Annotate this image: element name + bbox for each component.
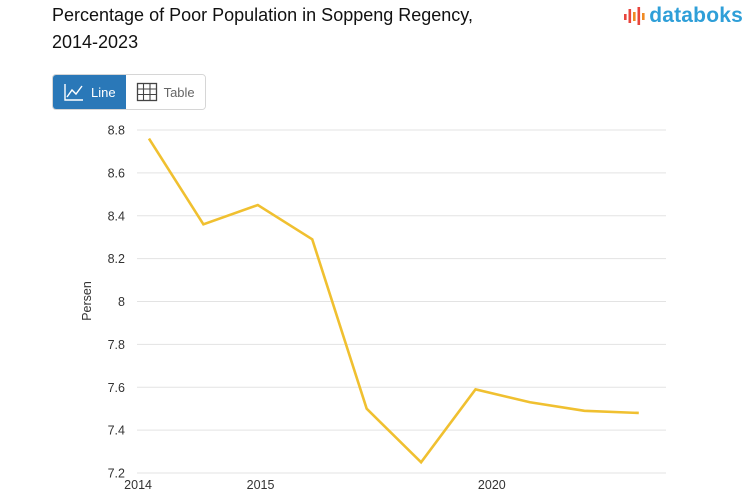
y-tick-label: 7.2 [108, 467, 125, 481]
table-grid-icon [136, 82, 157, 102]
table-view-button[interactable]: Table [125, 75, 205, 109]
y-tick-label: 7.6 [108, 381, 125, 395]
line-view-button[interactable]: Line [53, 75, 126, 109]
chart-title: Percentage of Poor Population in Soppeng… [52, 2, 612, 56]
brand-name: databoks [649, 4, 743, 27]
data-point[interactable] [633, 407, 645, 419]
grid-lines [137, 129, 666, 474]
data-point[interactable] [197, 218, 209, 230]
line-view-label: Line [91, 84, 116, 100]
chart-title-line-1: Percentage of Poor Population in Soppeng… [52, 5, 473, 25]
data-point[interactable] [252, 199, 264, 211]
data-point[interactable] [578, 405, 590, 417]
y-tick-label: 8.2 [108, 252, 125, 266]
y-axis-label: Persen [80, 281, 94, 321]
table-view-label: Table [163, 84, 195, 100]
x-tick-label: 2020 [478, 478, 506, 492]
brand-logo: databoks [623, 2, 743, 30]
x-tick-label: 2015 [247, 478, 275, 492]
data-point[interactable] [143, 133, 155, 145]
series-line [147, 137, 639, 465]
y-tick-label: 8.8 [108, 124, 125, 138]
y-tick-label: 8.6 [108, 166, 125, 180]
data-point[interactable] [524, 396, 536, 408]
data-point[interactable] [361, 403, 373, 415]
series-layer [143, 133, 645, 468]
data-point[interactable] [470, 383, 482, 395]
view-toggle: Line Table [52, 74, 206, 110]
data-point[interactable] [415, 456, 427, 468]
y-tick-label: 7.8 [108, 338, 125, 352]
y-axis-ticks: 7.2 7.4 7.6 7.8 8 8.2 8.4 8.6 8.8 [108, 124, 125, 481]
y-tick-label: 8 [118, 295, 125, 309]
x-tick-label: 2014 [124, 478, 152, 492]
data-point[interactable] [306, 233, 318, 245]
y-tick-label: 7.4 [108, 424, 125, 438]
databoks-logo-icon [624, 7, 645, 25]
line-chart-icon [64, 84, 83, 101]
y-tick-label: 8.4 [108, 209, 125, 223]
x-axis-ticks: 2014 2015 2020 [124, 478, 506, 492]
chart-title-line-2: 2014-2023 [52, 32, 139, 52]
